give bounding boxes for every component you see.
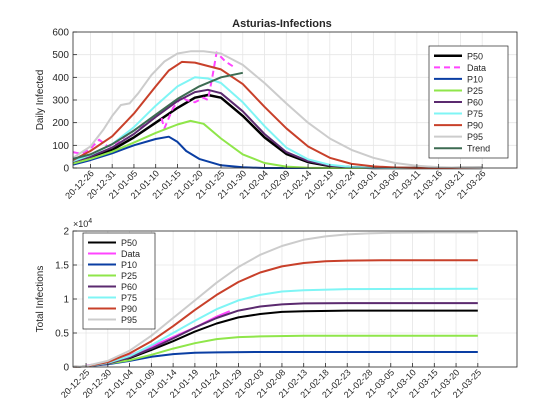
legend-label: P90 xyxy=(121,304,137,314)
series-line-p75 xyxy=(72,76,483,169)
legend-label: P25 xyxy=(121,271,137,281)
y-tick-label: 100 xyxy=(52,141,69,152)
y-tick-label: 0 xyxy=(63,363,69,374)
legend-label: Trend xyxy=(467,144,490,154)
series-line-p90 xyxy=(72,60,483,169)
legend-label: P10 xyxy=(121,260,137,270)
legend-label: P50 xyxy=(467,51,483,61)
y-axis-multiplier: ×104 xyxy=(73,218,92,229)
legend-label: P90 xyxy=(467,121,483,131)
y-tick-label: 1 xyxy=(63,295,69,306)
y-axis-label: Daily Infected xyxy=(35,70,46,131)
legend-label: P10 xyxy=(467,74,483,84)
legend-label: P95 xyxy=(467,132,483,142)
legend-label: Data xyxy=(467,63,486,73)
legend-label: P50 xyxy=(121,238,137,248)
legend-label: P75 xyxy=(121,293,137,303)
y-tick-label: 400 xyxy=(52,73,69,84)
legend-label: P60 xyxy=(467,98,483,108)
chart-title: Asturias-Infections xyxy=(232,18,332,30)
legend-label: P60 xyxy=(121,282,137,292)
y-tick-label: 1.5 xyxy=(55,261,69,272)
y-tick-label: 300 xyxy=(52,96,69,107)
y-axis-label: Total Infections xyxy=(35,266,46,333)
series-line-p95 xyxy=(72,50,483,169)
y-tick-label: 0 xyxy=(63,164,69,175)
series-line-p95 xyxy=(72,231,478,368)
daily-infected-plot: 010020030040050060020-12-2620-12-3121-01… xyxy=(35,28,518,201)
legend-label: P75 xyxy=(467,109,483,119)
y-tick-label: 500 xyxy=(52,50,69,61)
y-tick-label: 200 xyxy=(52,118,69,129)
legend-label: P95 xyxy=(121,315,137,325)
series-line-trend xyxy=(72,71,244,160)
series-line-data xyxy=(72,51,235,155)
series-line-p25 xyxy=(72,119,483,169)
y-tick-label: 2 xyxy=(63,227,69,238)
legend-label: Data xyxy=(121,249,140,259)
y-tick-label: 0.5 xyxy=(55,329,69,340)
series-line-p90 xyxy=(72,259,478,368)
y-axis-exponent: 4 xyxy=(88,218,92,225)
total-infections-plot: 00.511.5220-12-2520-12-3021-01-0421-01-0… xyxy=(35,218,518,400)
legend-label: P25 xyxy=(467,86,483,96)
legend-box xyxy=(82,232,156,330)
y-tick-label: 600 xyxy=(52,28,69,39)
